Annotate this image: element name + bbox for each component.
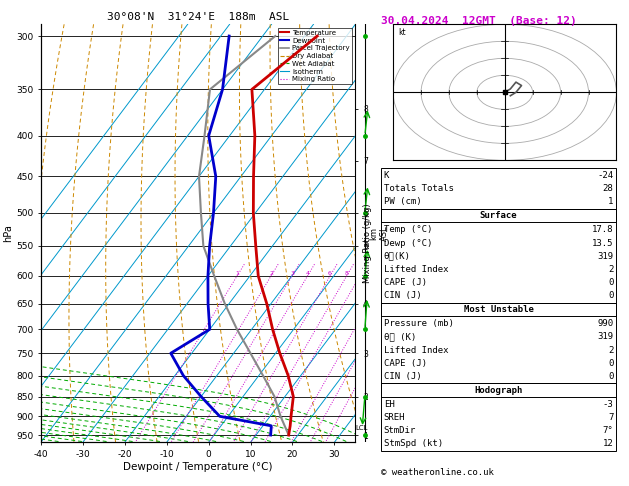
Legend: Temperature, Dewpoint, Parcel Trajectory, Dry Adiabat, Wet Adiabat, Isotherm, Mi: Temperature, Dewpoint, Parcel Trajectory…: [277, 28, 352, 85]
Text: CIN (J): CIN (J): [384, 291, 421, 300]
Text: Pressure (mb): Pressure (mb): [384, 319, 454, 328]
Text: 2: 2: [608, 265, 613, 274]
Text: Surface: Surface: [480, 211, 517, 220]
Text: CAPE (J): CAPE (J): [384, 359, 426, 367]
Text: 12: 12: [603, 439, 613, 448]
Text: 0: 0: [608, 359, 613, 367]
Text: 1: 1: [235, 271, 239, 276]
Text: 17.8: 17.8: [592, 226, 613, 234]
Text: Temp (°C): Temp (°C): [384, 226, 432, 234]
Text: 319: 319: [597, 252, 613, 260]
Text: 7: 7: [608, 413, 613, 422]
Text: 2: 2: [608, 346, 613, 354]
Text: 3: 3: [290, 271, 294, 276]
Text: CIN (J): CIN (J): [384, 372, 421, 381]
Text: 319: 319: [597, 332, 613, 341]
Text: 6: 6: [328, 271, 332, 276]
Text: PW (cm): PW (cm): [384, 197, 421, 206]
Text: θᴄ (K): θᴄ (K): [384, 332, 416, 341]
Text: 30.04.2024  12GMT  (Base: 12): 30.04.2024 12GMT (Base: 12): [381, 16, 576, 26]
Text: 1: 1: [608, 197, 613, 206]
Text: 28: 28: [603, 184, 613, 193]
Text: 0: 0: [608, 372, 613, 381]
Text: 4: 4: [306, 271, 309, 276]
Text: StmSpd (kt): StmSpd (kt): [384, 439, 443, 448]
Text: CAPE (J): CAPE (J): [384, 278, 426, 287]
Text: K: K: [384, 171, 389, 180]
Y-axis label: hPa: hPa: [3, 225, 13, 242]
Text: 8: 8: [345, 271, 348, 276]
Text: LCL: LCL: [355, 425, 368, 431]
Text: EH: EH: [384, 400, 394, 409]
Title: 30°08'N  31°24'E  188m  ASL: 30°08'N 31°24'E 188m ASL: [107, 12, 289, 22]
Y-axis label: km
ASL: km ASL: [369, 226, 389, 241]
Text: -24: -24: [597, 171, 613, 180]
Text: © weatheronline.co.uk: © weatheronline.co.uk: [381, 468, 493, 477]
Text: kt: kt: [399, 28, 406, 36]
Text: Dewp (°C): Dewp (°C): [384, 239, 432, 247]
Text: 0: 0: [608, 278, 613, 287]
X-axis label: Dewpoint / Temperature (°C): Dewpoint / Temperature (°C): [123, 462, 273, 472]
Text: Most Unstable: Most Unstable: [464, 305, 533, 314]
Text: 990: 990: [597, 319, 613, 328]
Text: 7°: 7°: [603, 426, 613, 435]
Text: Lifted Index: Lifted Index: [384, 265, 448, 274]
Text: StmDir: StmDir: [384, 426, 416, 435]
Text: -3: -3: [603, 400, 613, 409]
Text: Mixing Ratio (g/kg): Mixing Ratio (g/kg): [364, 203, 372, 283]
Text: 2: 2: [269, 271, 273, 276]
Text: Totals Totals: Totals Totals: [384, 184, 454, 193]
Text: 13.5: 13.5: [592, 239, 613, 247]
Text: SREH: SREH: [384, 413, 405, 422]
Text: 0: 0: [608, 291, 613, 300]
Text: Hodograph: Hodograph: [474, 385, 523, 395]
Text: θᴄ(K): θᴄ(K): [384, 252, 411, 260]
Text: 10: 10: [356, 271, 364, 276]
Text: Lifted Index: Lifted Index: [384, 346, 448, 354]
